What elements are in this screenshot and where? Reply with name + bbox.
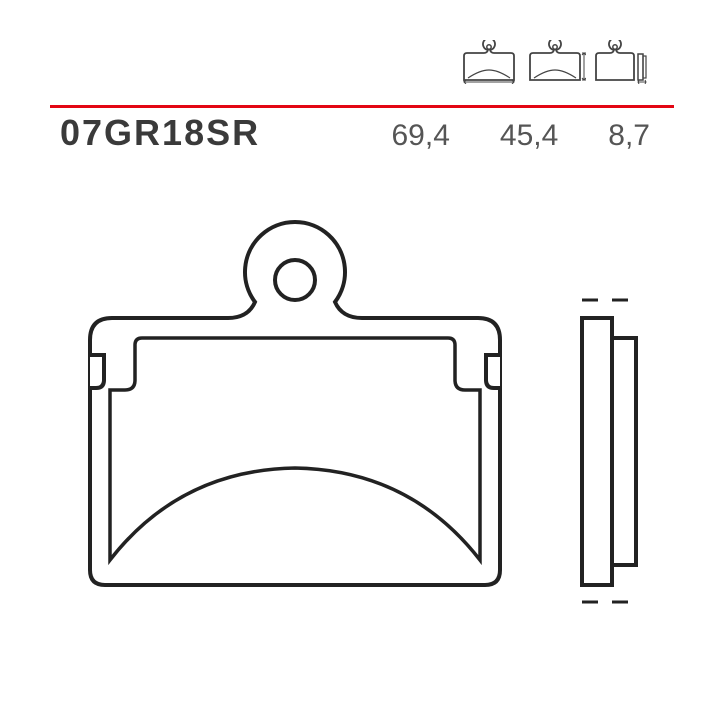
accent-divider — [50, 95, 674, 98]
dimension-icon-height — [524, 40, 586, 84]
side-view — [582, 300, 636, 602]
dim-height: 45,4 — [500, 119, 558, 153]
dimension-icon-width — [458, 40, 520, 84]
dim-width: 69,4 — [392, 119, 450, 153]
dimensions-group: 69,4 45,4 8,7 — [392, 119, 665, 153]
technical-drawing — [60, 200, 664, 684]
dimension-icons-row — [458, 40, 652, 84]
front-view — [90, 222, 500, 585]
part-number: 07GR18SR — [60, 112, 260, 154]
dim-thickness: 8,7 — [608, 119, 650, 153]
dimension-icon-thickness — [590, 40, 652, 84]
spec-row: 07GR18SR 69,4 45,4 8,7 — [60, 112, 664, 154]
